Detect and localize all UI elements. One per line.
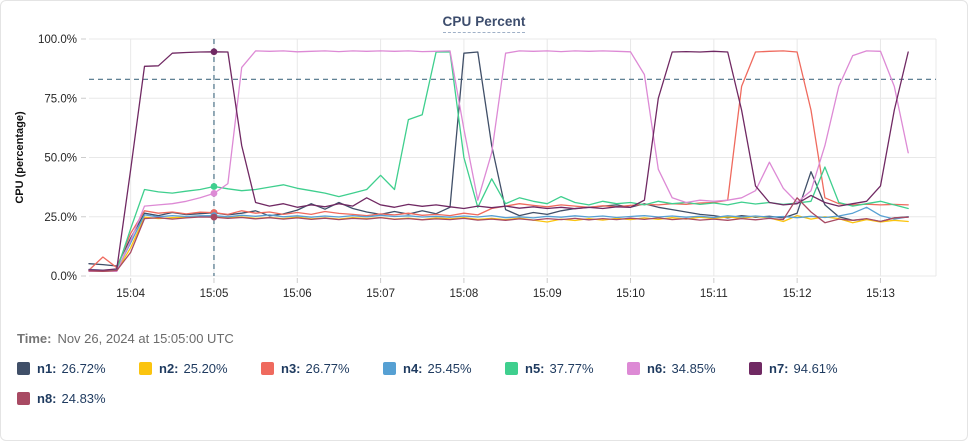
- x-tick-label: 15:11: [700, 288, 728, 300]
- legend-series-name: n2:: [159, 360, 179, 376]
- crosshair-marker-n7: [210, 48, 218, 56]
- legend-series-value: 37.77%: [549, 360, 594, 376]
- legend-item-n5[interactable]: n5: 37.77%: [505, 358, 627, 378]
- legend-swatch-n4: [383, 361, 396, 375]
- chart-title[interactable]: CPU Percent: [442, 14, 526, 33]
- crosshair-marker-n8: [210, 213, 218, 221]
- legend-series-value: 94.61%: [793, 360, 838, 376]
- series-line-n2: [88, 214, 909, 272]
- chart-legend: n1: 26.72% n2: 25.20% n3: 26.77% n4: 25.45% n5: 3…: [17, 358, 957, 418]
- crosshair-time-row: Time: Nov 26, 2024 at 15:05:00 UTC: [17, 331, 967, 346]
- legend-series-value: 25.20%: [183, 360, 228, 376]
- y-tick-label: 50.0%: [44, 153, 77, 165]
- legend-series-value: 25.45%: [427, 360, 472, 376]
- cpu-percent-chart[interactable]: 0.0% 25.0% 50.0% 75.0% 100.0% 15:04 15:05 15:06…: [1, 29, 968, 301]
- x-tick-label: 15:09: [533, 288, 562, 300]
- legend-series-name: n5:: [525, 360, 545, 376]
- series-line-n8: [88, 197, 909, 272]
- widget-header: CPU Percent: [1, 1, 967, 33]
- y-tick-label: 25.0%: [44, 212, 77, 224]
- legend-series-value: 34.85%: [671, 360, 716, 376]
- legend-item-n8[interactable]: n8: 24.83%: [17, 388, 139, 408]
- legend-swatch-n2: [139, 361, 152, 375]
- x-tick-label: 15:12: [783, 288, 812, 300]
- legend-series-name: n6:: [647, 360, 667, 376]
- legend-item-n4[interactable]: n4: 25.45%: [383, 358, 505, 378]
- y-axis-label: CPU (percentage): [14, 111, 26, 204]
- legend-swatch-n8: [17, 391, 30, 405]
- x-tick-label: 15:10: [616, 288, 645, 300]
- x-tick-label: 15:07: [366, 288, 395, 300]
- series-line-n5: [88, 51, 909, 272]
- legend-series-value: 26.77%: [305, 360, 350, 376]
- legend-swatch-n6: [627, 361, 640, 375]
- x-tick-label: 15:13: [866, 288, 895, 300]
- x-tick-label: 15:08: [450, 288, 479, 300]
- legend-swatch-n1: [17, 361, 30, 375]
- legend-item-n7[interactable]: n7: 94.61%: [749, 358, 871, 378]
- y-tick-label: 100.0%: [38, 34, 77, 46]
- time-label: Time:: [17, 331, 52, 346]
- legend-series-name: n7:: [769, 360, 789, 376]
- legend-item-n6[interactable]: n6: 34.85%: [627, 358, 749, 378]
- series-line-n1: [88, 51, 909, 267]
- legend-item-n2[interactable]: n2: 25.20%: [139, 358, 261, 378]
- y-tick-label: 0.0%: [51, 271, 77, 283]
- y-tick-label: 75.0%: [44, 93, 77, 105]
- legend-swatch-n7: [749, 361, 762, 375]
- legend-series-name: n3:: [281, 360, 301, 376]
- x-tick-label: 15:06: [283, 288, 312, 300]
- series-line-n6: [88, 50, 909, 272]
- legend-series-value: 26.72%: [61, 360, 106, 376]
- legend-swatch-n5: [505, 361, 518, 375]
- crosshair-marker-n6: [210, 190, 218, 197]
- crosshair-marker-n5: [210, 183, 218, 190]
- legend-item-n1[interactable]: n1: 26.72%: [17, 358, 139, 378]
- series-line-n4: [88, 206, 909, 271]
- legend-series-name: n1:: [37, 360, 57, 376]
- x-tick-label: 15:04: [116, 288, 145, 300]
- series-line-n3: [88, 50, 909, 271]
- series-line-n7: [88, 50, 909, 271]
- legend-series-name: n4:: [403, 360, 423, 376]
- legend-series-value: 24.83%: [61, 390, 106, 406]
- legend-swatch-n3: [261, 361, 274, 375]
- legend-item-n3[interactable]: n3: 26.77%: [261, 358, 383, 378]
- legend-series-name: n8:: [37, 390, 57, 406]
- x-tick-label: 15:05: [200, 288, 229, 300]
- time-value: Nov 26, 2024 at 15:05:00 UTC: [57, 331, 234, 346]
